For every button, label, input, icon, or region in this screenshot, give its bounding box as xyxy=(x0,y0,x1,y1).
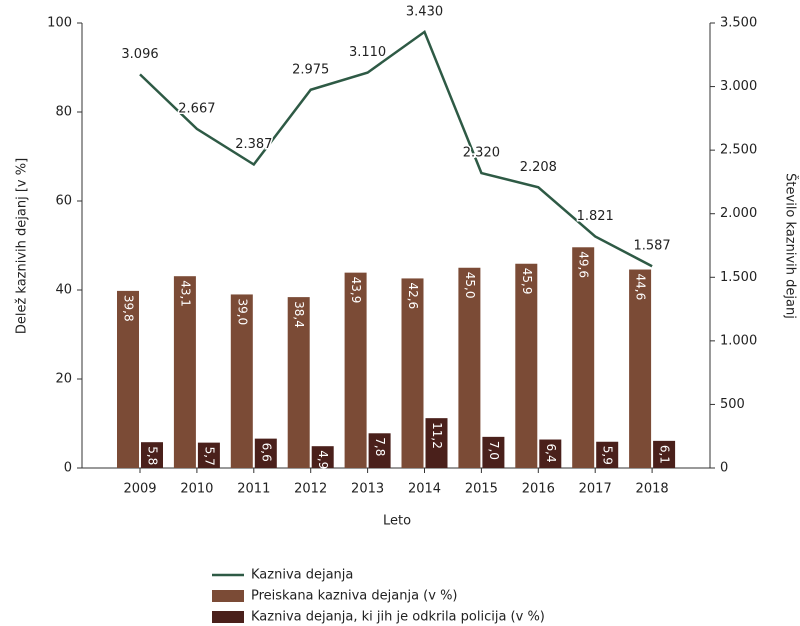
bar-value-label: 43,9 xyxy=(349,277,363,304)
bar xyxy=(287,297,310,468)
bar xyxy=(629,269,652,468)
x-tick-label: 2011 xyxy=(237,482,270,497)
bar xyxy=(117,290,139,468)
legend-label: Kazniva dejanja xyxy=(251,568,353,583)
bar xyxy=(344,272,367,468)
bar xyxy=(401,278,424,468)
y2-tick-label: 2.000 xyxy=(720,206,757,221)
bar-value-label: 39,8 xyxy=(122,295,136,322)
line-value-label: 1.821 xyxy=(577,209,614,224)
legend-swatch xyxy=(212,611,244,623)
line-value-label: 2.667 xyxy=(178,101,215,116)
x-tick-label: 2010 xyxy=(180,482,213,497)
bar-value-label: 44,6 xyxy=(634,274,648,301)
bar-value-label: 7,0 xyxy=(487,441,501,460)
bar xyxy=(254,438,277,468)
x-tick-label: 2015 xyxy=(465,482,498,497)
y2-axis-title: Število kaznivih dejanj xyxy=(783,173,799,319)
bar-value-label: 39,0 xyxy=(235,298,249,325)
bar xyxy=(458,267,481,468)
x-tick-label: 2016 xyxy=(522,482,555,497)
line-value-label: 2.208 xyxy=(520,160,557,175)
bar xyxy=(653,440,676,468)
y-tick-label: 100 xyxy=(47,16,72,31)
y-tick-label: 0 xyxy=(64,461,72,476)
legend-swatch xyxy=(212,590,244,602)
bar xyxy=(539,439,562,468)
y-tick-label: 20 xyxy=(55,372,72,387)
bar xyxy=(197,442,220,468)
x-tick-label: 2013 xyxy=(351,482,384,497)
bar-value-label: 45,0 xyxy=(463,272,477,299)
x-tick-label: 2018 xyxy=(636,482,669,497)
line xyxy=(139,29,653,268)
y2-tick-label: 1.000 xyxy=(720,333,757,348)
bar-value-label: 11,2 xyxy=(430,422,444,449)
bar-value-label: 42,6 xyxy=(406,282,420,309)
x-tick-label: 2009 xyxy=(123,482,156,497)
bar-value-label: 7,8 xyxy=(373,437,387,456)
bar xyxy=(311,446,334,468)
legend-label: Kazniva dejanja, ki jih je odkrila polic… xyxy=(251,610,545,625)
y2-tick-label: 1.500 xyxy=(720,270,757,285)
y-tick-label: 60 xyxy=(55,194,72,209)
x-tick-label: 2017 xyxy=(579,482,612,497)
bar-value-label: 5,9 xyxy=(601,446,615,465)
line-value-label: 2.320 xyxy=(463,146,500,161)
bar xyxy=(230,294,253,468)
bar xyxy=(572,247,595,468)
bar xyxy=(173,276,196,468)
bar xyxy=(482,436,505,468)
bar xyxy=(368,433,391,468)
line-value-label: 1.587 xyxy=(633,239,670,254)
x-tick-label: 2012 xyxy=(294,482,327,497)
bar-value-label: 38,4 xyxy=(292,301,306,328)
bar xyxy=(596,441,619,468)
y-tick-label: 80 xyxy=(55,105,72,120)
bar-value-label: 4,9 xyxy=(316,450,330,469)
y-tick-label: 40 xyxy=(55,283,72,298)
line-value-label: 2.975 xyxy=(292,62,329,77)
y2-tick-label: 3.000 xyxy=(720,79,757,94)
bar xyxy=(141,442,163,468)
y2-tick-label: 3.500 xyxy=(720,16,757,31)
bar-value-label: 45,9 xyxy=(520,268,534,295)
bar-value-label: 5,7 xyxy=(202,447,216,466)
bar-value-label: 6,1 xyxy=(658,445,672,464)
y-axis-title: Delež kaznivih dejanj [v %] xyxy=(15,158,30,334)
x-tick-label: 2014 xyxy=(408,482,441,497)
bar-value-label: 49,6 xyxy=(577,251,591,278)
y2-tick-label: 2.500 xyxy=(720,143,757,158)
x-axis-title: Leto xyxy=(383,514,411,529)
line-value-label: 3.096 xyxy=(121,47,158,62)
bar-value-label: 6,6 xyxy=(259,443,273,462)
bar-value-label: 6,4 xyxy=(544,444,558,463)
bar xyxy=(425,418,448,468)
y2-tick-label: 0 xyxy=(720,461,728,476)
line-value-label: 2.387 xyxy=(235,137,272,152)
bar-value-label: 5,8 xyxy=(146,446,160,465)
legend-label: Preiskana kazniva dejanja (v %) xyxy=(251,589,458,604)
line-value-label: 3.430 xyxy=(406,4,443,19)
bar-value-label: 43,1 xyxy=(178,280,192,307)
y2-tick-label: 500 xyxy=(720,397,745,412)
line-value-label: 3.110 xyxy=(349,45,386,60)
bar xyxy=(515,263,538,468)
